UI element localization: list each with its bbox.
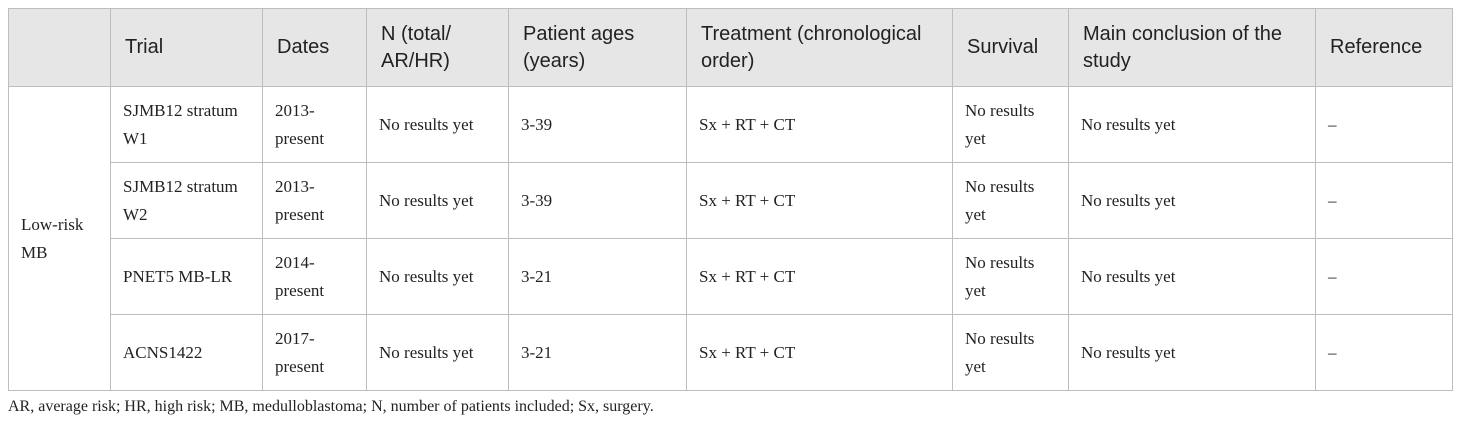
- table-row: ACNS1422 2017-present No results yet 3-21 Sx…: [9, 314, 1453, 391]
- table-cell: No results yet: [952, 314, 1069, 391]
- table-cell: 2017-present: [262, 314, 367, 391]
- table-cell: No results yet: [952, 238, 1069, 315]
- header-cell: Main conclusion of the study: [1068, 8, 1316, 87]
- header-cell: Trial: [110, 8, 263, 87]
- table-cell: No results yet: [366, 238, 509, 315]
- table-cell: 2014-present: [262, 238, 367, 315]
- group-cell: Low-risk MB: [8, 86, 111, 391]
- table-cell: Sx + RT + CT: [686, 162, 953, 239]
- table-cell: No results yet: [1068, 238, 1316, 315]
- table-cell: –: [1315, 86, 1453, 163]
- table-header: Trial Dates N (total/ AR/HR) Patient ages (…: [8, 8, 1453, 87]
- table-cell: No results yet: [366, 86, 509, 163]
- footnote: AR, average risk; HR, high risk; MB, med…: [8, 398, 654, 415]
- table-cell: 3-21: [508, 314, 687, 391]
- header-cell: N (total/ AR/HR): [366, 8, 509, 87]
- table-cell: SJMB12 stratum W2: [110, 162, 263, 239]
- header-cell: Reference: [1315, 8, 1453, 87]
- table-cell: Sx + RT + CT: [686, 86, 953, 163]
- table-cell: Sx + RT + CT: [686, 314, 953, 391]
- table-cell: No results yet: [952, 86, 1069, 163]
- table-cell: No results yet: [1068, 314, 1316, 391]
- header-cell: Treatment (chronological order): [686, 8, 953, 87]
- table-cell: –: [1315, 238, 1453, 315]
- table-cell: PNET5 MB-LR: [110, 238, 263, 315]
- data-table: Trial Dates N (total/ AR/HR) Patient ages (…: [8, 8, 1453, 391]
- header-cell: Dates: [262, 8, 367, 87]
- header-cell: Survival: [952, 8, 1069, 87]
- table-cell: 3-39: [508, 162, 687, 239]
- header-row: Trial Dates N (total/ AR/HR) Patient ages (…: [8, 8, 1453, 87]
- table-cell: 2013-present: [262, 86, 367, 163]
- table-row: SJMB12 stratum W2 2013-present No results …: [9, 162, 1453, 239]
- table-cell: No results yet: [1068, 162, 1316, 239]
- table-cell: No results yet: [366, 162, 509, 239]
- table-cell: SJMB12 stratum W1: [110, 86, 263, 163]
- header-cell: [8, 8, 111, 87]
- table-cell: ACNS1422: [110, 314, 263, 391]
- table-row: Low-risk MB SJMB12 stratum W1 2013-present…: [8, 86, 1453, 391]
- header-cell: Patient ages (years): [508, 8, 687, 87]
- table-cell: No results yet: [1068, 86, 1316, 163]
- table-cell: No results yet: [952, 162, 1069, 239]
- table-cell: 3-21: [508, 238, 687, 315]
- table-body: Low-risk MB SJMB12 stratum W1 2013-present…: [8, 86, 1453, 391]
- table-cell: 2013-present: [262, 162, 367, 239]
- table-cell: –: [1315, 314, 1453, 391]
- table-cell: Sx + RT + CT: [686, 238, 953, 315]
- table-cell: No results yet: [366, 314, 509, 391]
- table-row: PNET5 MB-LR 2014-present No results yet 3-2…: [9, 238, 1453, 315]
- table-cell: –: [1315, 162, 1453, 239]
- table-cell: 3-39: [508, 86, 687, 163]
